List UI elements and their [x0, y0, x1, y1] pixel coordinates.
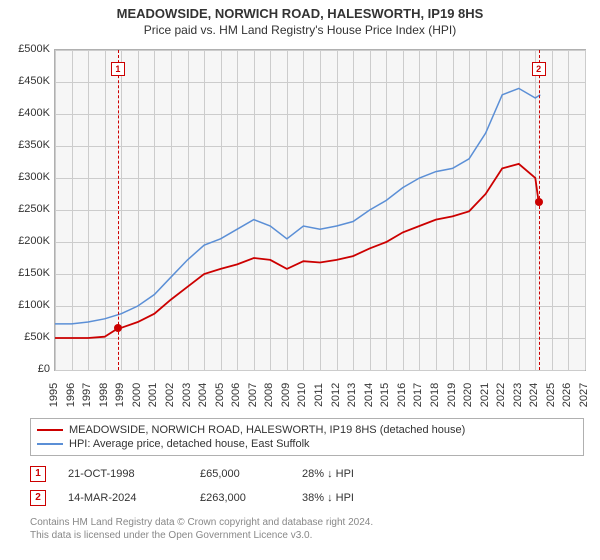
series-line-hpi — [55, 88, 540, 324]
y-tick-label: £400K — [2, 107, 50, 119]
x-tick-label: 2017 — [412, 383, 424, 407]
legend-label-hpi: HPI: Average price, detached house, East… — [69, 438, 310, 450]
x-tick-label: 2023 — [512, 383, 524, 407]
y-tick-label: £150K — [2, 267, 50, 279]
legend: MEADOWSIDE, NORWICH ROAD, HALESWORTH, IP… — [30, 418, 584, 456]
chart-area: 12 £0£50K£100K£150K£200K£250K£300K£350K£… — [0, 41, 600, 411]
event-price: £65,000 — [200, 468, 280, 480]
y-tick-label: £250K — [2, 203, 50, 215]
event-date: 14-MAR-2024 — [68, 492, 178, 504]
x-tick-label: 2022 — [495, 383, 507, 407]
x-tick-label: 2010 — [296, 383, 308, 407]
y-tick-label: £100K — [2, 299, 50, 311]
footer-line2: This data is licensed under the Open Gov… — [30, 529, 570, 542]
event-dash-1 — [118, 50, 119, 370]
y-tick-label: £300K — [2, 171, 50, 183]
x-tick-label: 2016 — [396, 383, 408, 407]
event-price: £263,000 — [200, 492, 280, 504]
event-hpi: 28% ↓ HPI — [302, 468, 422, 480]
event-box-2: 2 — [532, 62, 546, 76]
x-tick-label: 1996 — [65, 383, 77, 407]
x-tick-label: 2013 — [346, 383, 358, 407]
x-tick-label: 1999 — [114, 383, 126, 407]
y-tick-label: £0 — [2, 363, 50, 375]
plot-region: 12 — [54, 49, 586, 371]
gridline-h — [55, 370, 585, 371]
x-tick-label: 2014 — [363, 383, 375, 407]
legend-swatch-property — [37, 429, 63, 431]
x-tick-label: 1997 — [81, 383, 93, 407]
footer-line1: Contains HM Land Registry data © Crown c… — [30, 516, 570, 529]
x-tick-label: 2019 — [446, 383, 458, 407]
x-tick-label: 2018 — [429, 383, 441, 407]
legend-label-property: MEADOWSIDE, NORWICH ROAD, HALESWORTH, IP… — [69, 424, 465, 436]
x-tick-label: 1995 — [48, 383, 60, 407]
x-tick-label: 2021 — [479, 383, 491, 407]
x-tick-label: 2000 — [131, 383, 143, 407]
x-tick-label: 2020 — [462, 383, 474, 407]
x-tick-label: 2024 — [528, 383, 540, 407]
x-tick-label: 2026 — [561, 383, 573, 407]
x-tick-label: 2002 — [164, 383, 176, 407]
x-tick-label: 2027 — [578, 383, 590, 407]
x-tick-label: 2011 — [313, 383, 325, 407]
event-dash-2 — [539, 50, 540, 370]
x-tick-label: 2012 — [330, 383, 342, 407]
footer-attribution: Contains HM Land Registry data © Crown c… — [30, 516, 570, 542]
x-tick-label: 1998 — [98, 383, 110, 407]
x-tick-label: 2015 — [379, 383, 391, 407]
series-line-property — [55, 164, 539, 338]
y-tick-label: £500K — [2, 43, 50, 55]
chart-title: MEADOWSIDE, NORWICH ROAD, HALESWORTH, IP… — [0, 0, 600, 21]
event-dot-2 — [535, 198, 543, 206]
gridline-v — [585, 50, 586, 370]
x-tick-label: 2001 — [147, 383, 159, 407]
y-tick-label: £200K — [2, 235, 50, 247]
y-tick-label: £50K — [2, 331, 50, 343]
event-dot-1 — [114, 324, 122, 332]
legend-item-hpi: HPI: Average price, detached house, East… — [37, 437, 577, 451]
event-marker-2: 2 — [30, 490, 46, 506]
chart-subtitle: Price paid vs. HM Land Registry's House … — [0, 21, 600, 41]
x-tick-label: 2009 — [280, 383, 292, 407]
event-hpi: 38% ↓ HPI — [302, 492, 422, 504]
legend-item-property: MEADOWSIDE, NORWICH ROAD, HALESWORTH, IP… — [37, 423, 577, 437]
x-tick-label: 2006 — [230, 383, 242, 407]
event-row: 1 21-OCT-1998 £65,000 28% ↓ HPI — [30, 462, 570, 486]
event-table: 1 21-OCT-1998 £65,000 28% ↓ HPI 2 14-MAR… — [30, 462, 570, 510]
x-tick-label: 2025 — [545, 383, 557, 407]
y-tick-label: £350K — [2, 139, 50, 151]
x-tick-label: 2004 — [197, 383, 209, 407]
x-tick-label: 2005 — [214, 383, 226, 407]
event-box-1: 1 — [111, 62, 125, 76]
event-date: 21-OCT-1998 — [68, 468, 178, 480]
x-tick-label: 2003 — [181, 383, 193, 407]
event-row: 2 14-MAR-2024 £263,000 38% ↓ HPI — [30, 486, 570, 510]
legend-swatch-hpi — [37, 443, 63, 445]
y-tick-label: £450K — [2, 75, 50, 87]
event-marker-1: 1 — [30, 466, 46, 482]
x-tick-label: 2008 — [263, 383, 275, 407]
x-tick-label: 2007 — [247, 383, 259, 407]
